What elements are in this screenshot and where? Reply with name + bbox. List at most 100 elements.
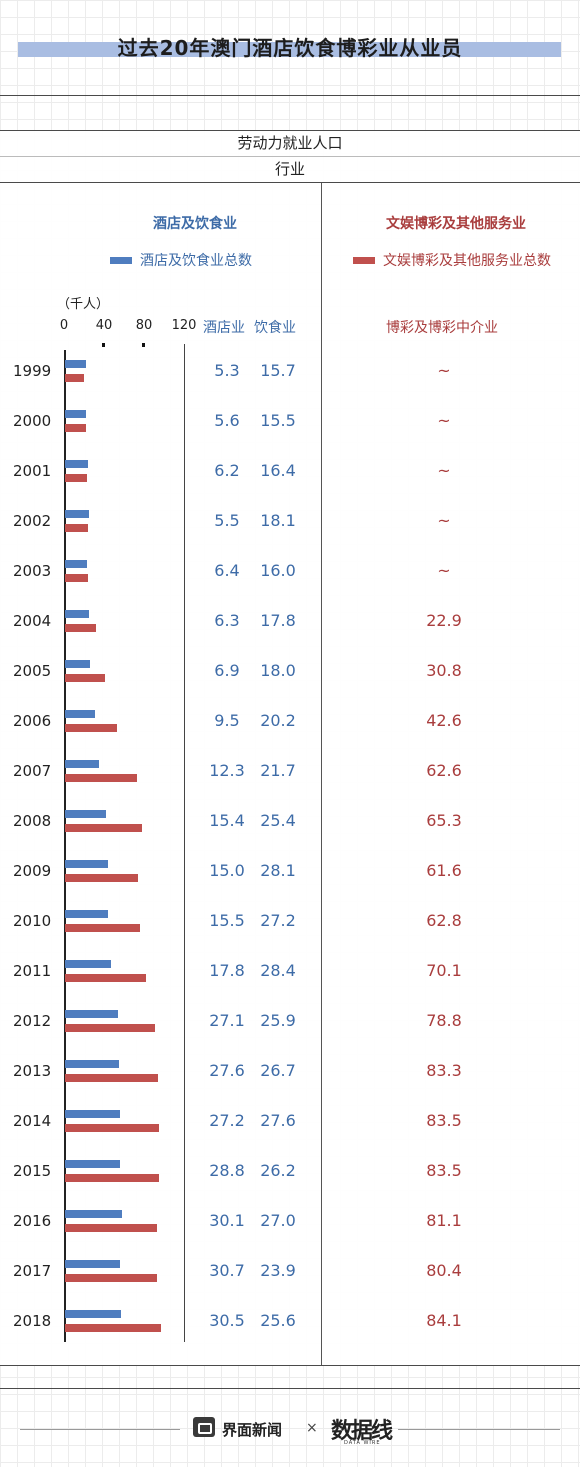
value-food: 21.7 (260, 761, 296, 780)
bar-hotel-food-total (65, 810, 106, 818)
year-label: 2016 (13, 1212, 52, 1230)
bar-hotel-food-total (65, 660, 90, 668)
value-hotel: 17.8 (209, 961, 245, 980)
divider (0, 182, 580, 183)
legend-label: 文娱博彩及其他服务业总数 (383, 253, 551, 269)
bar-gaming-total (65, 1224, 157, 1232)
value-food: 25.6 (260, 1311, 296, 1330)
x-axis-baseline (64, 350, 66, 1342)
value-food: 26.7 (260, 1061, 296, 1080)
year-label: 2008 (13, 812, 52, 830)
bar-gaming-total (65, 1274, 157, 1282)
axis-unit: （千人） (57, 297, 110, 312)
bar-gaming-total (65, 1074, 158, 1082)
column-header-food: 饮食业 (254, 320, 296, 336)
year-label: 2003 (13, 562, 52, 580)
year-label: 2006 (13, 712, 52, 730)
chart-title: 过去20年澳门酒店饮食博彩业从业员 (117, 36, 463, 60)
value-food: 27.0 (260, 1211, 296, 1230)
bar-gaming-total (65, 824, 142, 832)
bar-gaming-total (65, 1024, 155, 1032)
value-gaming: 22.9 (426, 611, 462, 630)
divider (0, 1365, 580, 1366)
value-hotel: 27.1 (209, 1011, 245, 1030)
year-label: 2015 (13, 1162, 52, 1180)
bar-hotel-food-total (65, 1160, 120, 1168)
value-hotel: 15.4 (209, 811, 245, 830)
tick-mark-80 (142, 343, 145, 347)
tick-label-80: 80 (135, 318, 153, 333)
value-hotel: 12.3 (209, 761, 245, 780)
bar-hotel-food-total (65, 1010, 118, 1018)
bar-hotel-food-total (65, 610, 90, 618)
bar-gaming-total (65, 1324, 161, 1332)
year-label: 2004 (13, 612, 52, 630)
divider (0, 130, 580, 131)
value-hotel: 27.6 (209, 1061, 245, 1080)
value-gaming: ~ (437, 361, 451, 380)
legend-gaming: 文娱博彩及其他服务业总数 (353, 250, 551, 270)
value-food: 23.9 (260, 1261, 296, 1280)
bar-gaming-total (65, 874, 138, 882)
bar-gaming-total (65, 774, 137, 782)
bar-gaming-total (65, 674, 105, 682)
value-hotel: 30.7 (209, 1261, 245, 1280)
bar-hotel-food-total (65, 1060, 120, 1068)
bar-hotel-food-total (65, 1110, 120, 1118)
value-food: 28.1 (260, 861, 296, 880)
value-food: 25.4 (260, 811, 296, 830)
header-employment: 劳动力就业人口 (0, 131, 580, 156)
divider (0, 95, 580, 96)
value-hotel: 6.2 (214, 461, 240, 480)
value-gaming: 83.5 (426, 1161, 462, 1180)
year-label: 2012 (13, 1012, 52, 1030)
bar-hotel-food-total (65, 910, 108, 918)
value-gaming: 30.8 (426, 661, 462, 680)
value-hotel: 9.5 (214, 711, 240, 730)
column-divider (321, 183, 322, 1365)
value-hotel: 30.5 (209, 1311, 245, 1330)
year-label: 2001 (13, 462, 52, 480)
value-food: 20.2 (260, 711, 296, 730)
divider (0, 156, 580, 157)
value-gaming: 81.1 (426, 1211, 462, 1230)
legend-swatch-red (353, 256, 375, 264)
bar-gaming-total (65, 974, 146, 982)
value-food: 16.0 (260, 561, 296, 580)
title-highlight (18, 42, 561, 57)
bar-hotel-food-total (65, 560, 88, 568)
value-gaming: ~ (437, 461, 451, 480)
tick-label-0: 0 (59, 318, 69, 333)
value-food: 26.2 (260, 1161, 296, 1180)
value-food: 27.2 (260, 911, 296, 930)
year-label: 2009 (13, 862, 52, 880)
value-food: 15.5 (260, 411, 296, 430)
group-title-gaming: 文娱博彩及其他服务业 (386, 216, 526, 232)
value-gaming: 78.8 (426, 1011, 462, 1030)
year-label: 2005 (13, 662, 52, 680)
value-hotel: 27.2 (209, 1111, 245, 1130)
bar-gaming-total (65, 474, 87, 482)
value-gaming: ~ (437, 511, 451, 530)
tick-mark-40 (102, 343, 105, 347)
value-gaming: 83.3 (426, 1061, 462, 1080)
value-gaming: ~ (437, 411, 451, 430)
value-hotel: 5.3 (214, 361, 240, 380)
reference-line-120 (184, 344, 185, 1342)
value-hotel: 5.5 (214, 511, 240, 530)
value-hotel: 6.4 (214, 561, 240, 580)
value-gaming: 42.6 (426, 711, 462, 730)
bar-hotel-food-total (65, 360, 86, 368)
year-label: 2011 (13, 962, 52, 980)
value-food: 18.0 (260, 661, 296, 680)
bar-hotel-food-total (65, 760, 99, 768)
divider (0, 1388, 580, 1389)
bar-gaming-total (65, 724, 117, 732)
bar-hotel-food-total (65, 510, 89, 518)
value-food: 16.4 (260, 461, 296, 480)
value-gaming: 61.6 (426, 861, 462, 880)
value-food: 28.4 (260, 961, 296, 980)
bar-gaming-total (65, 624, 96, 632)
bar-gaming-total (65, 374, 84, 382)
group-title-hotel-food: 酒店及饮食业 (153, 216, 237, 232)
